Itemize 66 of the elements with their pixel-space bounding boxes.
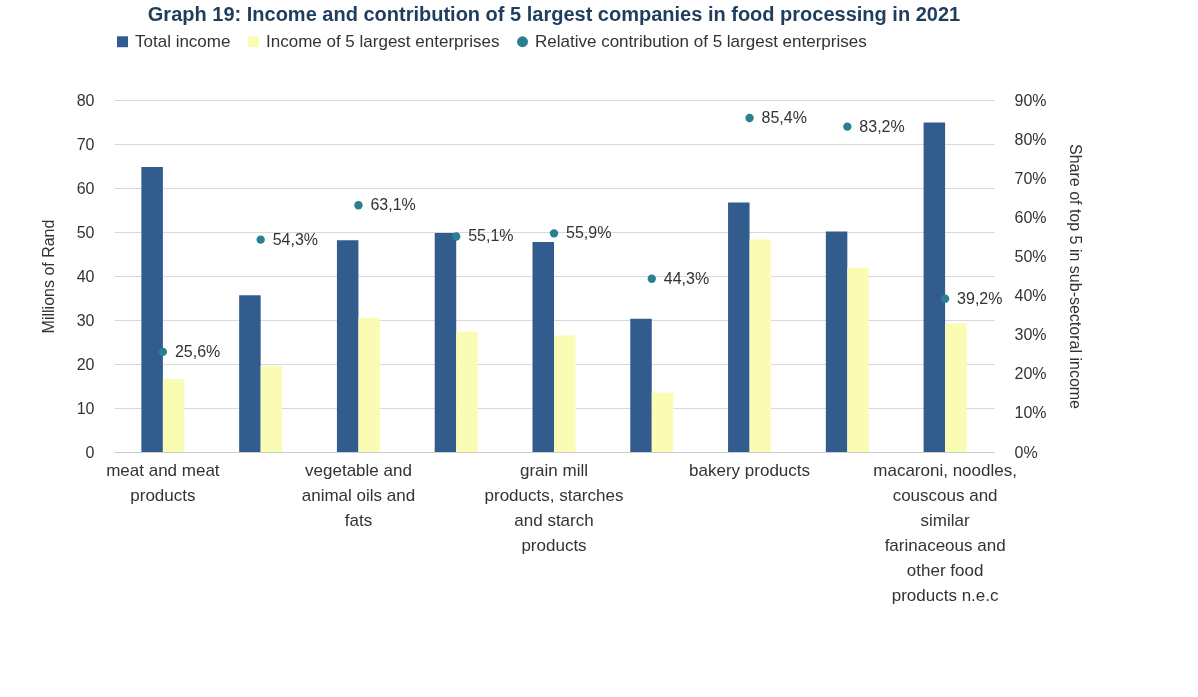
legend-label: Relative contribution of 5 largest enterprises (535, 31, 867, 51)
data-label: 55,1% (468, 227, 514, 245)
y2-tick-label: 0% (1014, 443, 1038, 461)
x-tick-label: grain mill products, starches and starch products (484, 460, 624, 555)
y2-tick-label: 70% (1014, 169, 1047, 187)
point (256, 235, 265, 244)
x-tick-label: meat and meat products (106, 460, 220, 505)
y-tick-label: 70 (76, 135, 95, 153)
bar (532, 242, 554, 452)
legend-label: Income of 5 largest enterprises (266, 31, 500, 51)
y2-tick-label: 50% (1014, 247, 1047, 265)
data-label: 44,3% (663, 269, 710, 287)
y-axis-title: Millions of Rand (39, 219, 57, 334)
bar (923, 122, 946, 452)
bar (434, 232, 457, 452)
bar (239, 295, 261, 452)
bar (162, 378, 185, 452)
data-label: 55,9% (566, 224, 612, 242)
bar (336, 240, 359, 452)
data-label: 39,2% (957, 289, 1003, 307)
bar (945, 323, 967, 452)
bar (554, 335, 576, 452)
x-tick-label: macaroni, noodles, couscous and similar farinaceous and other food products n.e.c (873, 460, 1017, 605)
point (549, 229, 559, 238)
y2-tick-label: 90% (1014, 91, 1047, 109)
data-label: 25,6% (174, 342, 221, 360)
y2-tick-label: 80% (1014, 130, 1047, 148)
y2-tick-label: 10% (1014, 404, 1047, 422)
y2-tick-label: 60% (1014, 208, 1047, 226)
legend-label: Total income (135, 31, 231, 51)
y-tick-label: 10 (76, 399, 95, 417)
bar (847, 267, 869, 452)
y2-axis-title: Share of top 5 in sub-sectoral income (1066, 143, 1084, 410)
y-tick-label: 20 (76, 355, 95, 373)
point (940, 294, 950, 303)
data-label: 54,3% (272, 230, 319, 248)
x-tick-label: vegetable and animal oils and fats (301, 460, 416, 530)
data-label: 85,4% (761, 108, 807, 126)
bar (260, 366, 283, 452)
point (354, 201, 363, 210)
bar (728, 202, 750, 452)
y2-tick-label: 30% (1014, 326, 1047, 344)
bar (358, 317, 380, 452)
y2-tick-label: 40% (1014, 287, 1047, 305)
data-label: 63,1% (370, 196, 416, 214)
y2-tick-label: 20% (1014, 365, 1047, 383)
data-label: 83,2% (859, 117, 905, 135)
bar (456, 331, 478, 452)
y-tick-label: 80 (76, 91, 95, 109)
bar (630, 318, 652, 452)
chart-title: Graph 19: Income and contribution of 5 largest companies in food processing in 2021 (147, 3, 961, 25)
y-tick-label: 30 (76, 311, 95, 329)
bar (825, 231, 848, 452)
x-tick-label: bakery products (689, 460, 811, 480)
y-tick-label: 50 (76, 223, 95, 241)
bar (141, 166, 163, 452)
point (158, 347, 168, 357)
point (843, 122, 852, 131)
bar (651, 392, 674, 452)
y-tick-label: 60 (76, 179, 95, 197)
y-tick-label: 0 (85, 443, 95, 461)
point (745, 113, 754, 123)
bar (749, 239, 772, 452)
y-tick-label: 40 (76, 267, 95, 285)
point (647, 274, 656, 283)
point (452, 232, 461, 241)
